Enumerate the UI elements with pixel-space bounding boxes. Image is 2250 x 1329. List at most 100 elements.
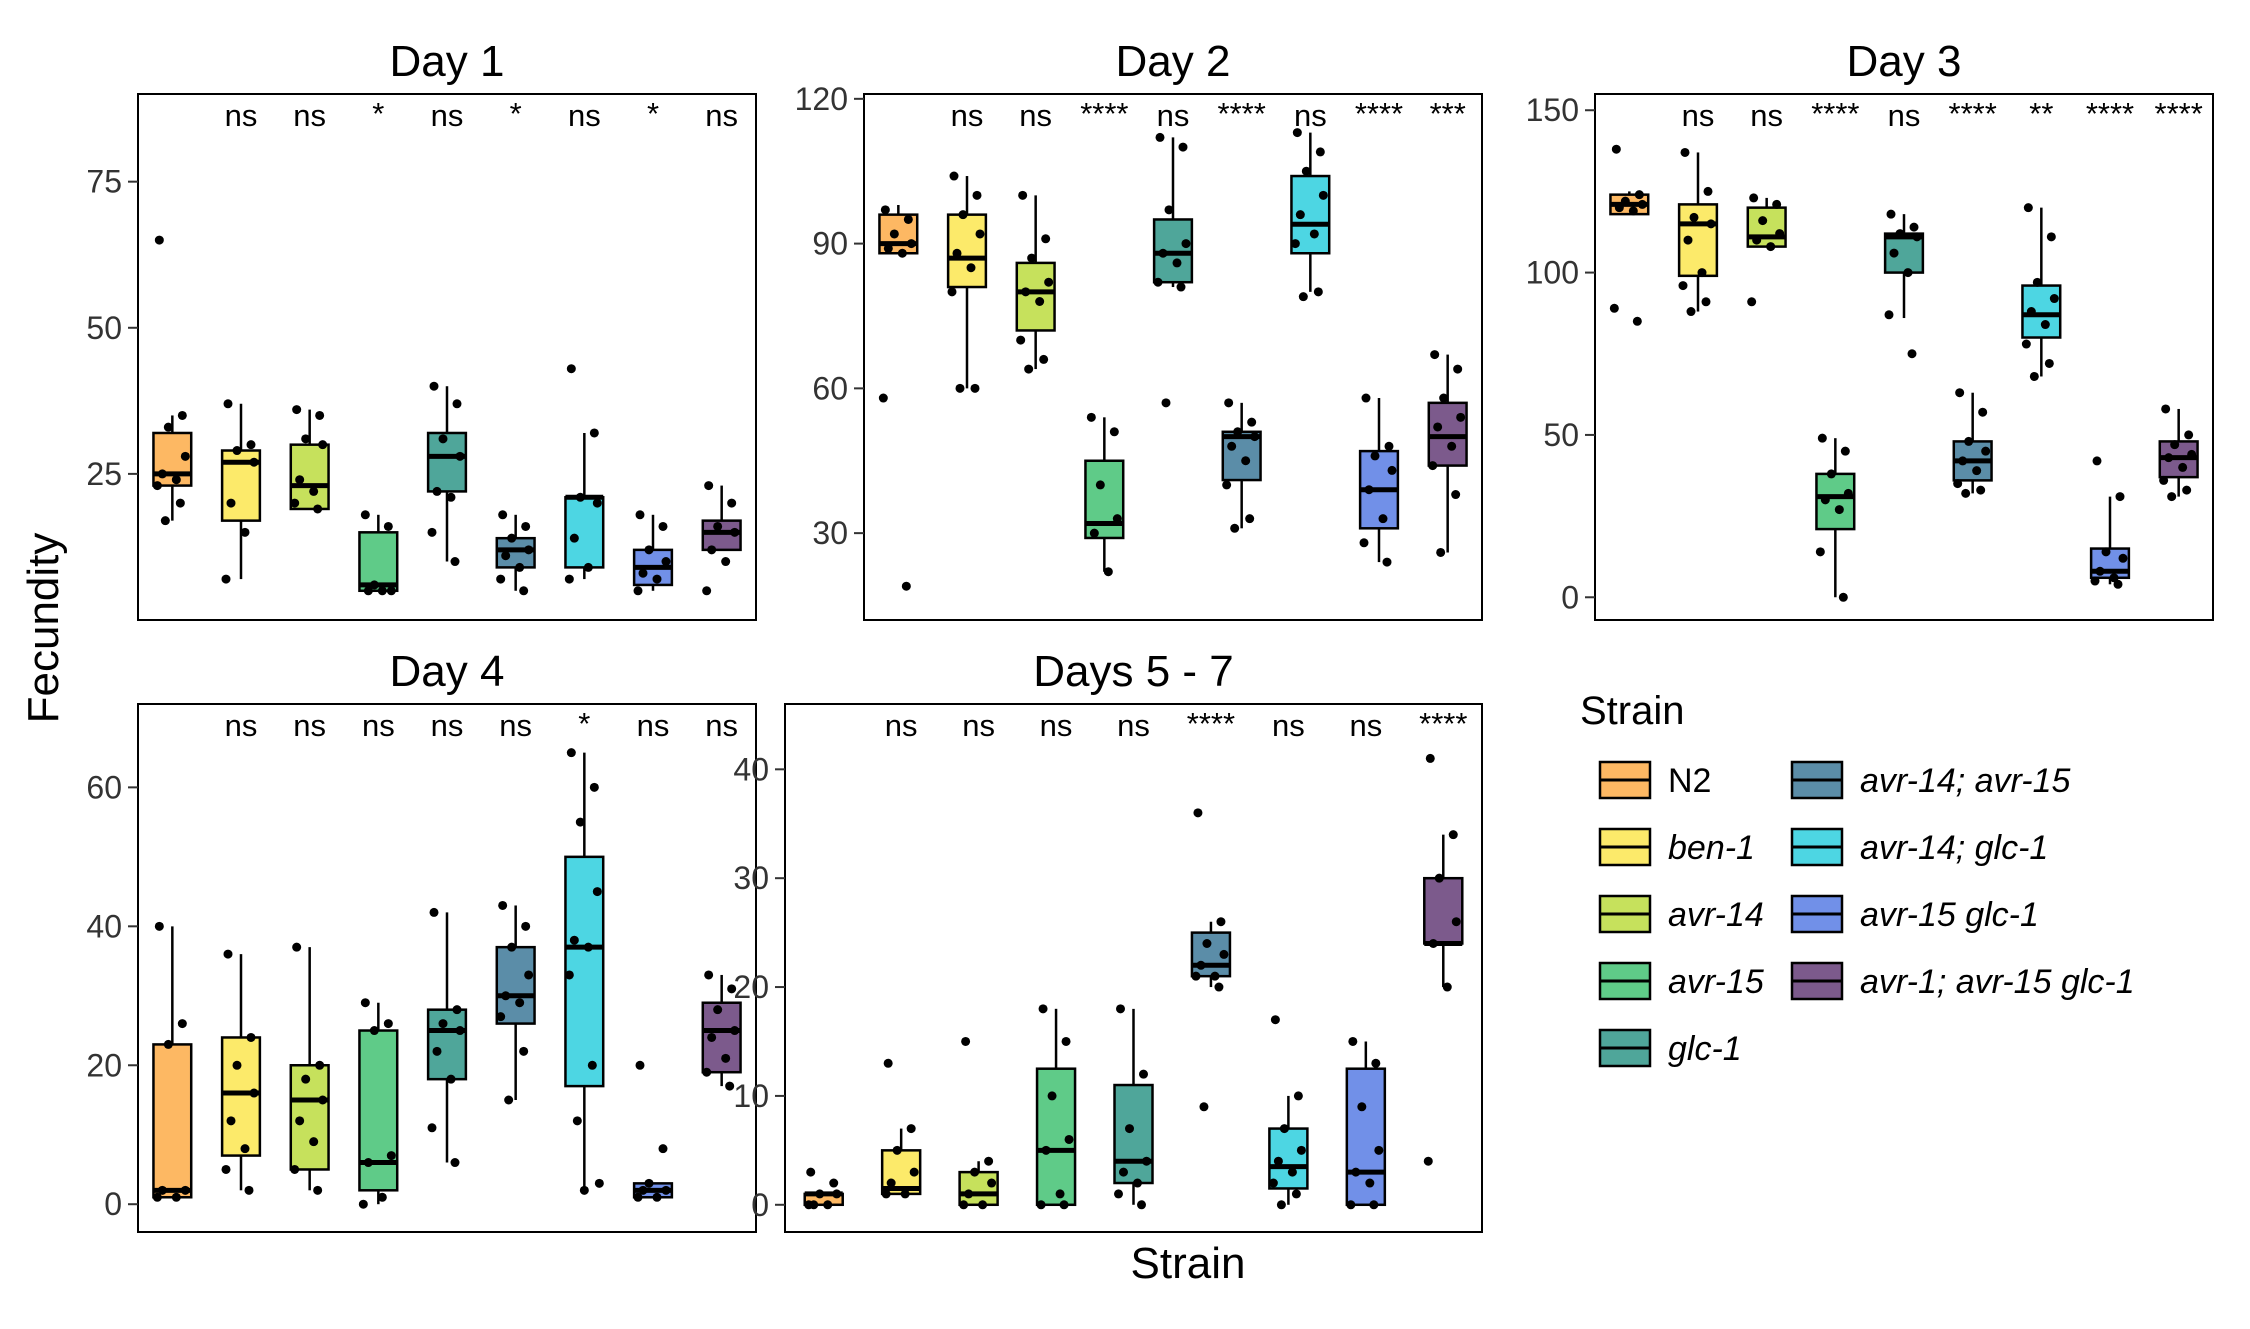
significance-label: ns <box>1888 98 1921 133</box>
data-point <box>829 1178 839 1188</box>
data-point <box>725 1081 735 1091</box>
box-iqr <box>1113 1083 1154 1185</box>
data-point <box>1018 190 1028 200</box>
data-point <box>883 1058 893 1068</box>
data-point <box>906 239 916 249</box>
data-point <box>583 942 593 952</box>
significance-label: ns <box>1157 98 1190 133</box>
data-point <box>1838 592 1848 602</box>
data-point <box>1214 982 1224 992</box>
data-point <box>592 887 602 897</box>
data-point <box>427 527 437 537</box>
significance-label: * <box>578 706 590 741</box>
data-point <box>249 457 259 467</box>
data-point <box>519 1046 529 1056</box>
data-point <box>589 782 599 792</box>
data-point <box>1889 248 1899 258</box>
data-point <box>644 545 654 555</box>
data-point <box>223 399 233 409</box>
data-point <box>702 1067 712 1077</box>
data-point <box>587 1060 597 1070</box>
data-point <box>1772 199 1782 209</box>
data-point <box>1895 229 1905 239</box>
data-point <box>1374 1145 1384 1155</box>
data-point <box>1233 427 1243 437</box>
box-N2 <box>152 921 193 1202</box>
data-point <box>2044 358 2054 368</box>
data-point <box>652 1192 662 1202</box>
significance-label: ns <box>962 708 995 743</box>
data-point <box>2113 579 2123 589</box>
data-point <box>1287 1167 1297 1177</box>
data-point <box>1064 1134 1074 1144</box>
data-point <box>1103 567 1113 577</box>
data-point <box>661 1185 671 1195</box>
data-point <box>432 486 442 496</box>
data-point <box>815 1189 825 1199</box>
data-point <box>1359 538 1369 548</box>
data-point <box>157 469 167 479</box>
data-point <box>1683 235 1693 245</box>
data-point <box>240 527 250 537</box>
data-point <box>450 1158 460 1168</box>
data-point <box>2182 485 2192 495</box>
data-point <box>2167 492 2177 502</box>
data-point <box>713 1005 723 1015</box>
data-point <box>2090 576 2100 586</box>
box-avr-14; avr-15 <box>1190 808 1232 1112</box>
box-avr-14; avr-15 <box>1221 398 1262 533</box>
significance-label: **** <box>2155 96 2203 131</box>
data-point <box>972 190 982 200</box>
data-point <box>1181 239 1191 249</box>
data-point <box>1820 495 1830 505</box>
data-point <box>1382 557 1392 567</box>
significance-label: ns <box>1117 708 1150 743</box>
data-point <box>1059 1200 1069 1210</box>
data-point <box>313 1185 323 1195</box>
legend: Strain N2 ben-1 avr-14 avr-15 glc-1 avr-14; a… <box>1580 689 2135 1068</box>
data-point <box>309 486 319 496</box>
significance-label: **** <box>1187 706 1235 741</box>
data-point <box>1346 1200 1356 1210</box>
data-point <box>889 229 899 239</box>
data-point <box>221 1164 231 1174</box>
data-point <box>2178 462 2188 472</box>
data-point <box>1016 335 1026 345</box>
data-point <box>226 498 236 508</box>
data-point <box>564 970 574 980</box>
panel-frame <box>784 703 1483 1233</box>
data-point <box>1315 147 1325 157</box>
data-point <box>1178 142 1188 152</box>
data-point <box>232 446 242 456</box>
data-point <box>377 586 387 596</box>
data-point <box>1620 196 1630 206</box>
data-point <box>2159 475 2169 485</box>
box-avr-15 glc-1 <box>632 510 674 596</box>
data-point <box>1298 292 1308 302</box>
data-point <box>515 562 525 572</box>
panel-title: Days 5 - 7 <box>1033 647 1234 696</box>
y-tick-label: 25 <box>86 456 122 492</box>
data-point <box>1357 1102 1367 1112</box>
data-point <box>1318 190 1328 200</box>
data-point <box>1119 1167 1128 1177</box>
box-avr-14; glc-1 <box>564 364 605 584</box>
data-point <box>1164 205 1174 215</box>
data-point <box>804 1200 814 1210</box>
data-point <box>575 492 585 502</box>
data-point <box>1158 248 1168 258</box>
box-ben-1 <box>1677 147 1719 317</box>
data-point <box>897 248 907 258</box>
significance-label: ns <box>885 708 918 743</box>
data-point <box>1292 128 1302 138</box>
data-point <box>501 991 511 1001</box>
significance-label: ns <box>705 98 738 133</box>
data-point <box>524 545 534 555</box>
data-point <box>2187 449 2197 459</box>
data-point <box>1172 258 1182 268</box>
data-point <box>521 521 531 531</box>
data-point <box>2170 440 2180 450</box>
